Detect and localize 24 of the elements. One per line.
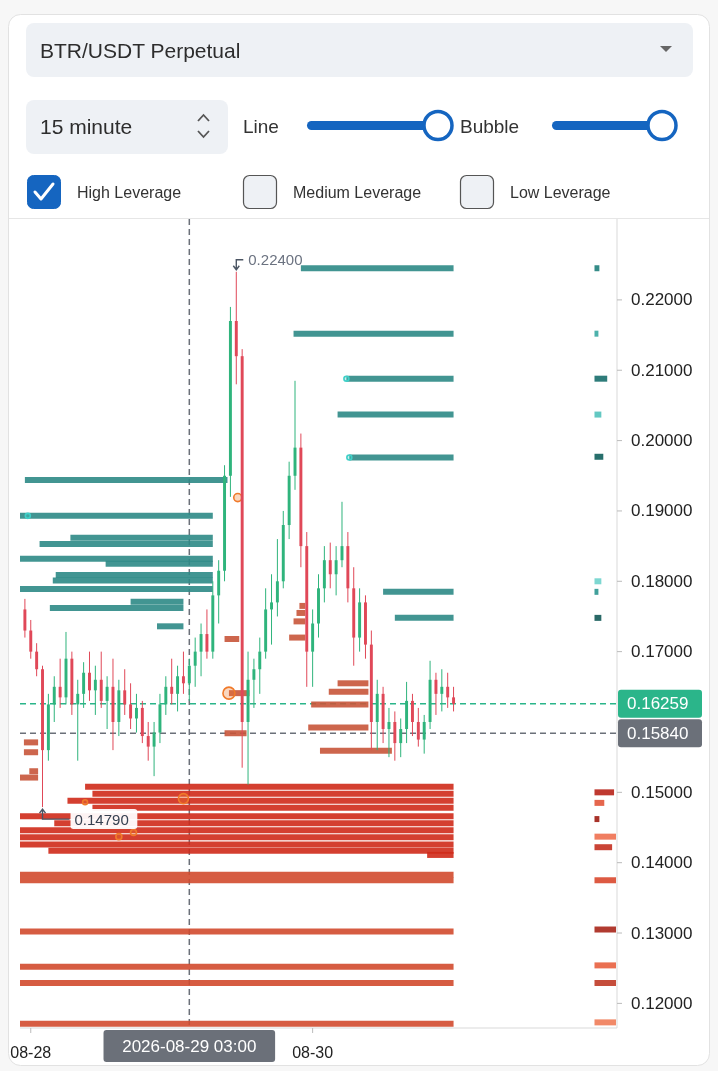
y-tick-label: 0.20000 bbox=[631, 431, 693, 451]
annotation: 0.14790 bbox=[74, 810, 129, 828]
y-tick-label: 0.19000 bbox=[631, 501, 693, 521]
x-tick-label: 08-28 bbox=[10, 1044, 52, 1061]
y-tick-label: 0.21000 bbox=[631, 360, 693, 380]
y-tick-label: 0.14000 bbox=[631, 853, 693, 873]
text: Medium Leverage bbox=[293, 184, 422, 201]
text: Low Leverage bbox=[510, 184, 611, 201]
annotation: 0.22400 bbox=[248, 251, 303, 269]
y-tick-label: 0.18000 bbox=[631, 571, 693, 591]
y-tick-label: 0.12000 bbox=[631, 993, 693, 1013]
chart-title: BTR/USDT Perpetual bbox=[40, 39, 241, 62]
text: Bubble bbox=[460, 116, 520, 137]
y-tick-label: 0.17000 bbox=[631, 642, 693, 662]
ref-line-label: 0.16259 bbox=[627, 694, 689, 714]
ref-line-label: 0.15840 bbox=[627, 723, 689, 743]
text: 15 minute bbox=[40, 115, 133, 138]
y-tick-label: 0.22000 bbox=[631, 290, 693, 310]
y-tick-label: 0.13000 bbox=[631, 923, 693, 943]
text: Line bbox=[243, 116, 279, 137]
y-tick-label: 0.15000 bbox=[631, 782, 693, 802]
x-tick-label: 08-30 bbox=[292, 1044, 334, 1061]
ref-line-label: 2026-08-29 03:00 bbox=[122, 1036, 257, 1056]
text: High Leverage bbox=[77, 184, 182, 201]
